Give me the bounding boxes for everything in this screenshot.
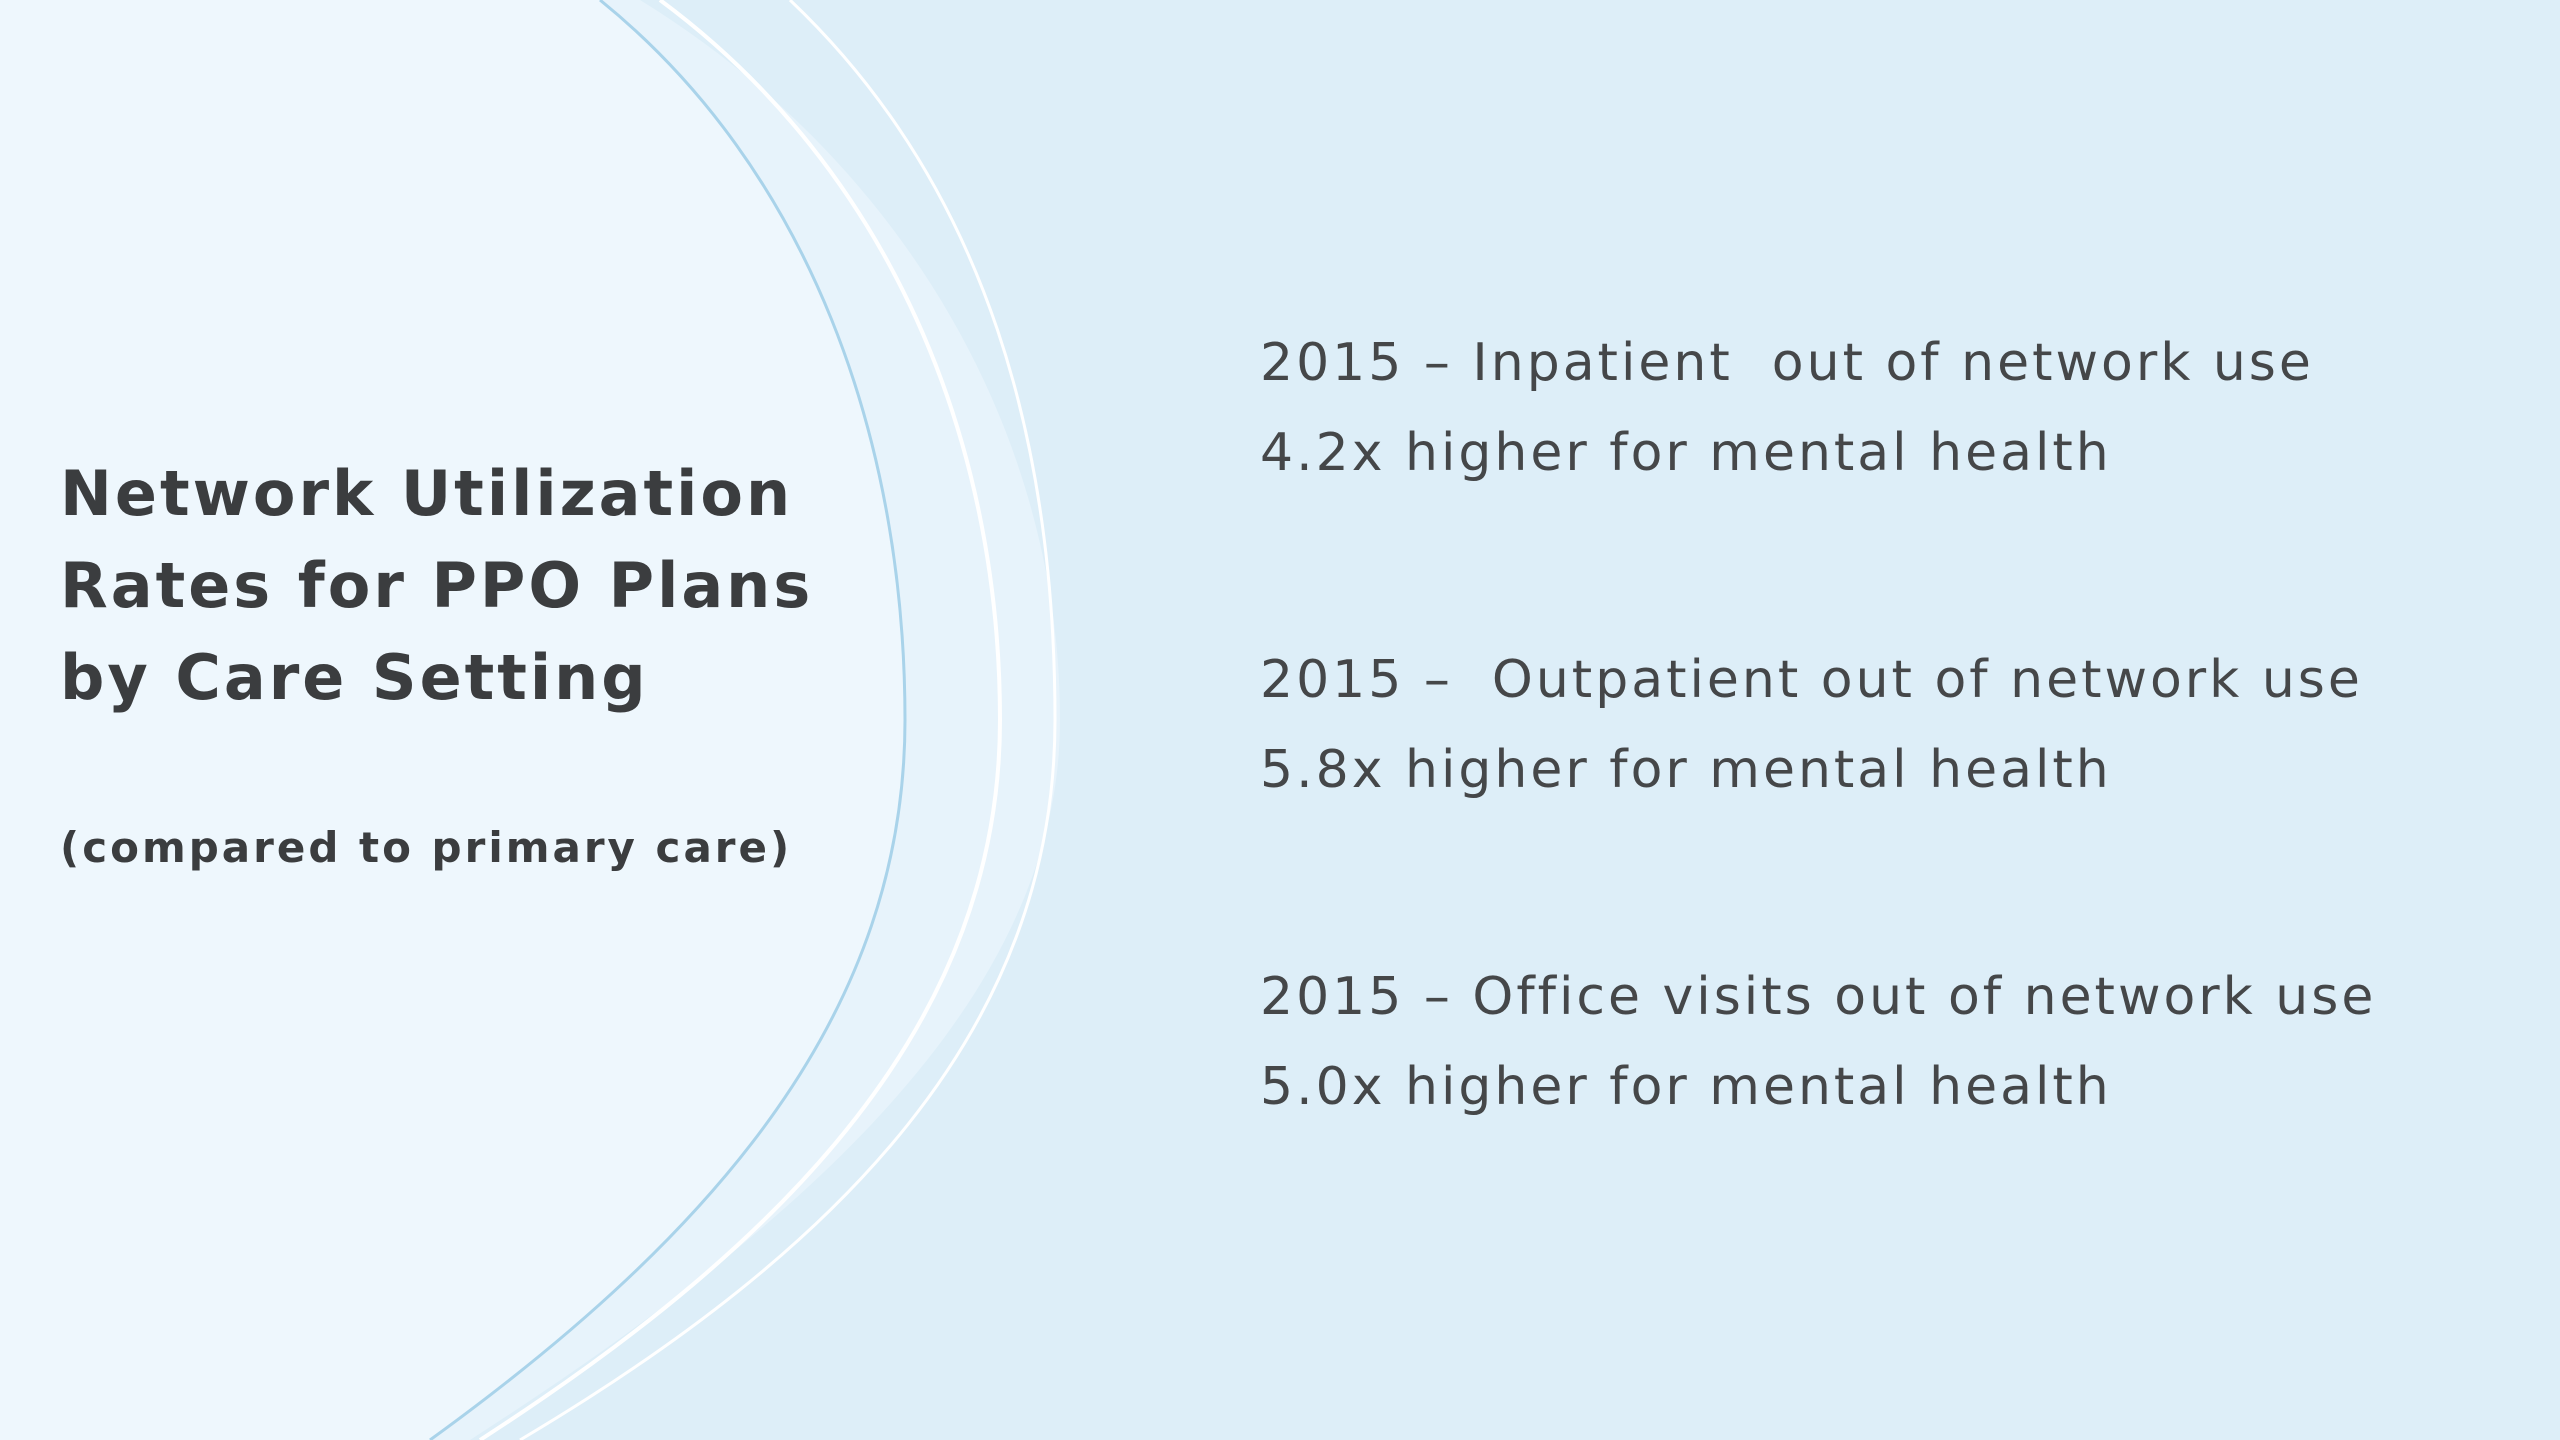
left-panel	[0, 0, 905, 1440]
stat-outpatient-line-1: 2015 – Outpatient out of network use	[1260, 650, 2363, 710]
title-line-1: Network Utilization	[60, 457, 794, 530]
title-line-3: by Care Setting	[60, 641, 649, 714]
stat-office-visits: 2015 – Office visits out of network use …	[1260, 952, 2540, 1132]
title-line-2: Rates for PPO Plans	[60, 549, 814, 622]
stat-outpatient: 2015 – Outpatient out of network use 5.8…	[1260, 635, 2540, 815]
stat-inpatient: 2015 – Inpatient out of network use 4.2x…	[1260, 318, 2540, 498]
edge-line-white-2	[519, 0, 1057, 1440]
stat-inpatient-line-2: 4.2x higher for mental health	[1260, 423, 2112, 483]
stat-outpatient-line-2: 5.8x higher for mental health	[1260, 740, 2112, 800]
edge-line-white-1	[478, 0, 1003, 1440]
slide-subtitle: (compared to primary care)	[60, 823, 793, 872]
slide-title: Network Utilization Rates for PPO Plans …	[60, 448, 920, 724]
stat-inpatient-line-1: 2015 – Inpatient out of network use	[1260, 333, 2314, 393]
edge-line-blue	[429, 0, 907, 1440]
stat-office-visits-line-1: 2015 – Office visits out of network use	[1260, 967, 2377, 1027]
stat-office-visits-line-2: 5.0x higher for mental health	[1260, 1057, 2112, 1117]
